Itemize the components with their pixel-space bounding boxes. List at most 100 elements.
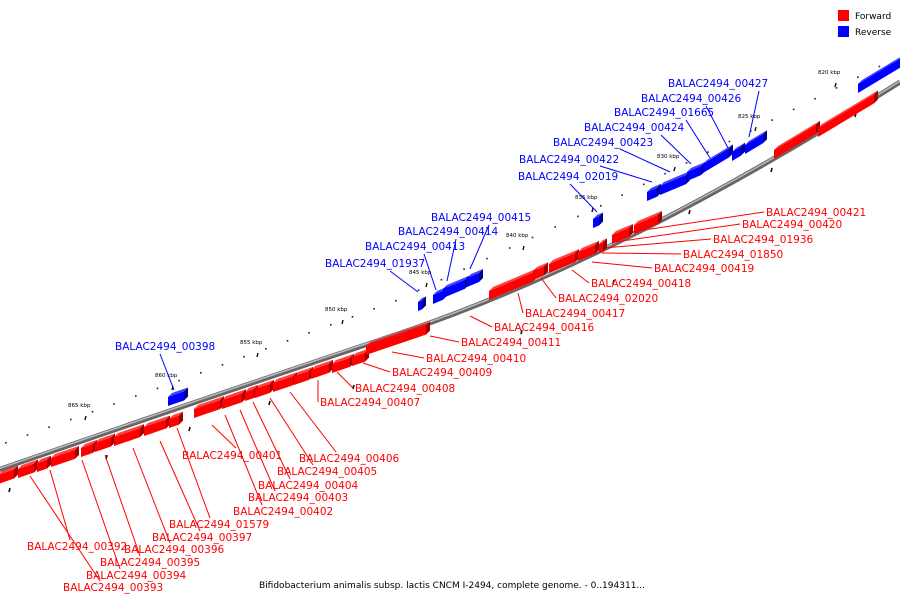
scale-dot (642, 183, 645, 186)
forward-gene-box-side (14, 465, 18, 479)
forward-gene-label-leader (601, 252, 682, 255)
reverse-gene-box-top (593, 212, 603, 219)
scale-dot (178, 379, 180, 382)
reverse-gene-box-front (647, 187, 657, 201)
forward-gene-label-leader (176, 427, 211, 519)
reverse-gene-box-front (732, 146, 741, 161)
forward-gene-box-side (544, 262, 548, 276)
minor-tick (612, 279, 615, 285)
forward-gene-label-leader (211, 424, 237, 449)
reverse-gene-label-leader (423, 253, 437, 291)
forward-gene-box-side (140, 424, 144, 438)
forward-gene-label-leader (269, 397, 314, 466)
forward-gene-label: BALAC2494_00393 (63, 582, 163, 594)
forward-gene-label-leader (469, 315, 493, 328)
minor-tick (520, 329, 523, 335)
forward-gene-box-top (245, 384, 258, 392)
forward-gene-box-front (51, 449, 75, 467)
scale-ticks: 820 kbp 825 kbp 830 kbp 835 kbp 840 kbp 845 k… (68, 70, 841, 421)
caption: Bifidobacterium animalis subsp. lactis C… (259, 581, 645, 591)
forward-gene-box-top (489, 268, 537, 291)
forward-gene-box-top (273, 372, 297, 383)
forward-gene-box (578, 240, 599, 261)
tick-mark (591, 207, 594, 213)
forward-gene-label-leader (591, 261, 653, 269)
reverse-gene-box (593, 212, 603, 228)
reverse-gene-box-front (467, 272, 479, 287)
legend-forward-label: Forward (855, 12, 891, 22)
forward-gene-box-top (144, 415, 170, 427)
forward-gene-box-front (578, 244, 595, 261)
reverse-gene-box-top (168, 387, 188, 397)
forward-gene-label: BALAC2494_00410 (426, 353, 526, 365)
reverse-gene-box (703, 144, 733, 173)
forward-gene-label: BALAC2494_00407 (320, 397, 420, 409)
reverse-gene-box-top (745, 130, 767, 145)
forward-gene-label: BALAC2494_00403 (248, 492, 348, 504)
forward-gene-label: BALAC2494_00396 (124, 544, 225, 556)
scale-dot (814, 97, 816, 100)
reverse-gene-box-top (443, 275, 469, 289)
forward-gene-box-front (549, 253, 575, 273)
reverse-gene-label-leader (619, 148, 671, 173)
tick-label: 840 kbp (506, 233, 529, 239)
forward-gene-label: BALAC2494_00411 (461, 337, 561, 349)
scale-dot (878, 65, 881, 68)
reverse-gene-box (168, 387, 188, 406)
forward-gene-box-side (603, 238, 607, 252)
forward-gene-label: BALAC2494_00406 (299, 453, 400, 465)
forward-gene-label-leader (603, 238, 712, 249)
scale-dot (577, 215, 579, 218)
forward-gene-box-top (95, 433, 115, 443)
forward-gene-box-top (599, 238, 607, 244)
forward-gene-box-front (114, 428, 140, 446)
forward-gene-box-front (332, 357, 350, 373)
scale-dot (857, 76, 859, 78)
reverse-gene-label-leader (159, 353, 175, 391)
forward-gene-box-top (818, 90, 878, 128)
reverse-gene-box-front (443, 279, 465, 298)
forward-gene-box-front (352, 352, 365, 366)
scale-dot (91, 410, 94, 413)
forward-gene-box-top (81, 439, 97, 448)
reverse-gene-box-front (593, 216, 599, 228)
reverse-gene-box-front (418, 300, 422, 311)
reverse-gene-label: BALAC2494_00413 (365, 241, 465, 253)
tick-label: 830 kbp (657, 154, 680, 160)
forward-gene-box-top (366, 321, 430, 346)
forward-gene-box-front (222, 393, 242, 409)
forward-gene-box-top (294, 366, 313, 376)
tick-label: 850 kbp (325, 307, 348, 313)
reverse-gene-label: BALAC2494_01665 (614, 107, 714, 119)
forward-gene-label-leader (540, 277, 557, 299)
scale-dot (664, 172, 666, 175)
reverse-gene-label: BALAC2494_00422 (519, 154, 619, 166)
scale-dot (286, 340, 289, 342)
forward-gene-box-top (18, 459, 38, 469)
reverse-gene-box (732, 142, 745, 161)
tick-mark (834, 82, 837, 88)
forward-gene-box (612, 223, 633, 244)
scale-dot (308, 332, 310, 334)
tick-mark (84, 415, 87, 421)
scale-dot (135, 395, 137, 397)
forward-gene-label: BALAC2494_00420 (742, 219, 842, 231)
scale-dot (531, 236, 534, 239)
reverse-gene-label-leader (660, 134, 692, 165)
forward-gene-box-side (629, 223, 633, 237)
forward-gene-box-front (612, 227, 629, 244)
forward-gene-box-top (352, 348, 369, 357)
reverse-gene-label: BALAC2494_00426 (641, 93, 742, 105)
reverse-gene-label: BALAC2494_00398 (115, 341, 215, 353)
tick-label: 855 kbp (240, 340, 263, 346)
reverse-gene-label: BALAC2494_00424 (584, 122, 685, 134)
forward-gene-box-top (37, 455, 51, 463)
forward-gene-box-top (114, 424, 144, 437)
forward-gene-box-front (169, 415, 179, 428)
reverse-gene-box (647, 183, 661, 201)
reverse-gene-box-side (422, 296, 426, 310)
forward-gene-label: BALAC2494_00401 (182, 450, 282, 462)
scale-dot (728, 140, 731, 143)
scale-dot (200, 372, 202, 374)
